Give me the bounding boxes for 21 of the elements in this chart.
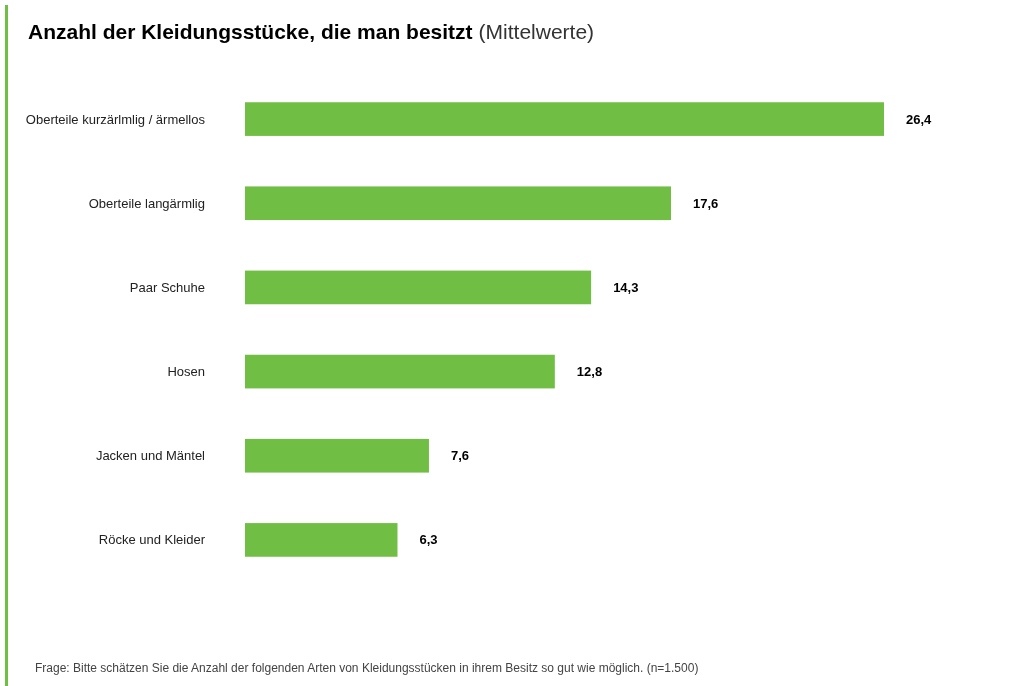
- bar: [245, 438, 429, 473]
- bar: [245, 270, 592, 305]
- y-tick-label: Oberteile langärmlig: [88, 195, 205, 211]
- data-label: 12,8: [576, 364, 603, 380]
- bar: [245, 523, 398, 557]
- y-tick-label: Oberteile kurzärlmlig / ärmellos: [25, 111, 206, 127]
- y-tick-label: Paar Schuhe: [129, 279, 205, 295]
- bar: [245, 354, 555, 389]
- y-tick-label: Röcke und Kleider: [98, 532, 206, 548]
- bar: [245, 102, 884, 136]
- text: Frage: Bitte schätzen Sie die Anzahl der folgenden Arten von Kleidungsstücken in ihrem Besitz so gut wie möglich. (n=1.500): [35, 661, 699, 675]
- data-label: 6,3: [419, 532, 438, 548]
- data-label: 14,3: [613, 279, 639, 295]
- bar: [245, 186, 671, 221]
- data-label: 26,4: [906, 111, 933, 127]
- data-label: 17,6: [693, 195, 719, 211]
- chart-title: Anzahl der Kleidungsstücke, die man besitzt: [28, 20, 473, 43]
- y-tick-label: Jacken und Mäntel: [95, 448, 206, 464]
- data-label: 7,6: [450, 448, 470, 464]
- y-tick-label: Hosen: [167, 364, 205, 380]
- chart-subtitle: (Mittelwerte): [478, 20, 595, 43]
